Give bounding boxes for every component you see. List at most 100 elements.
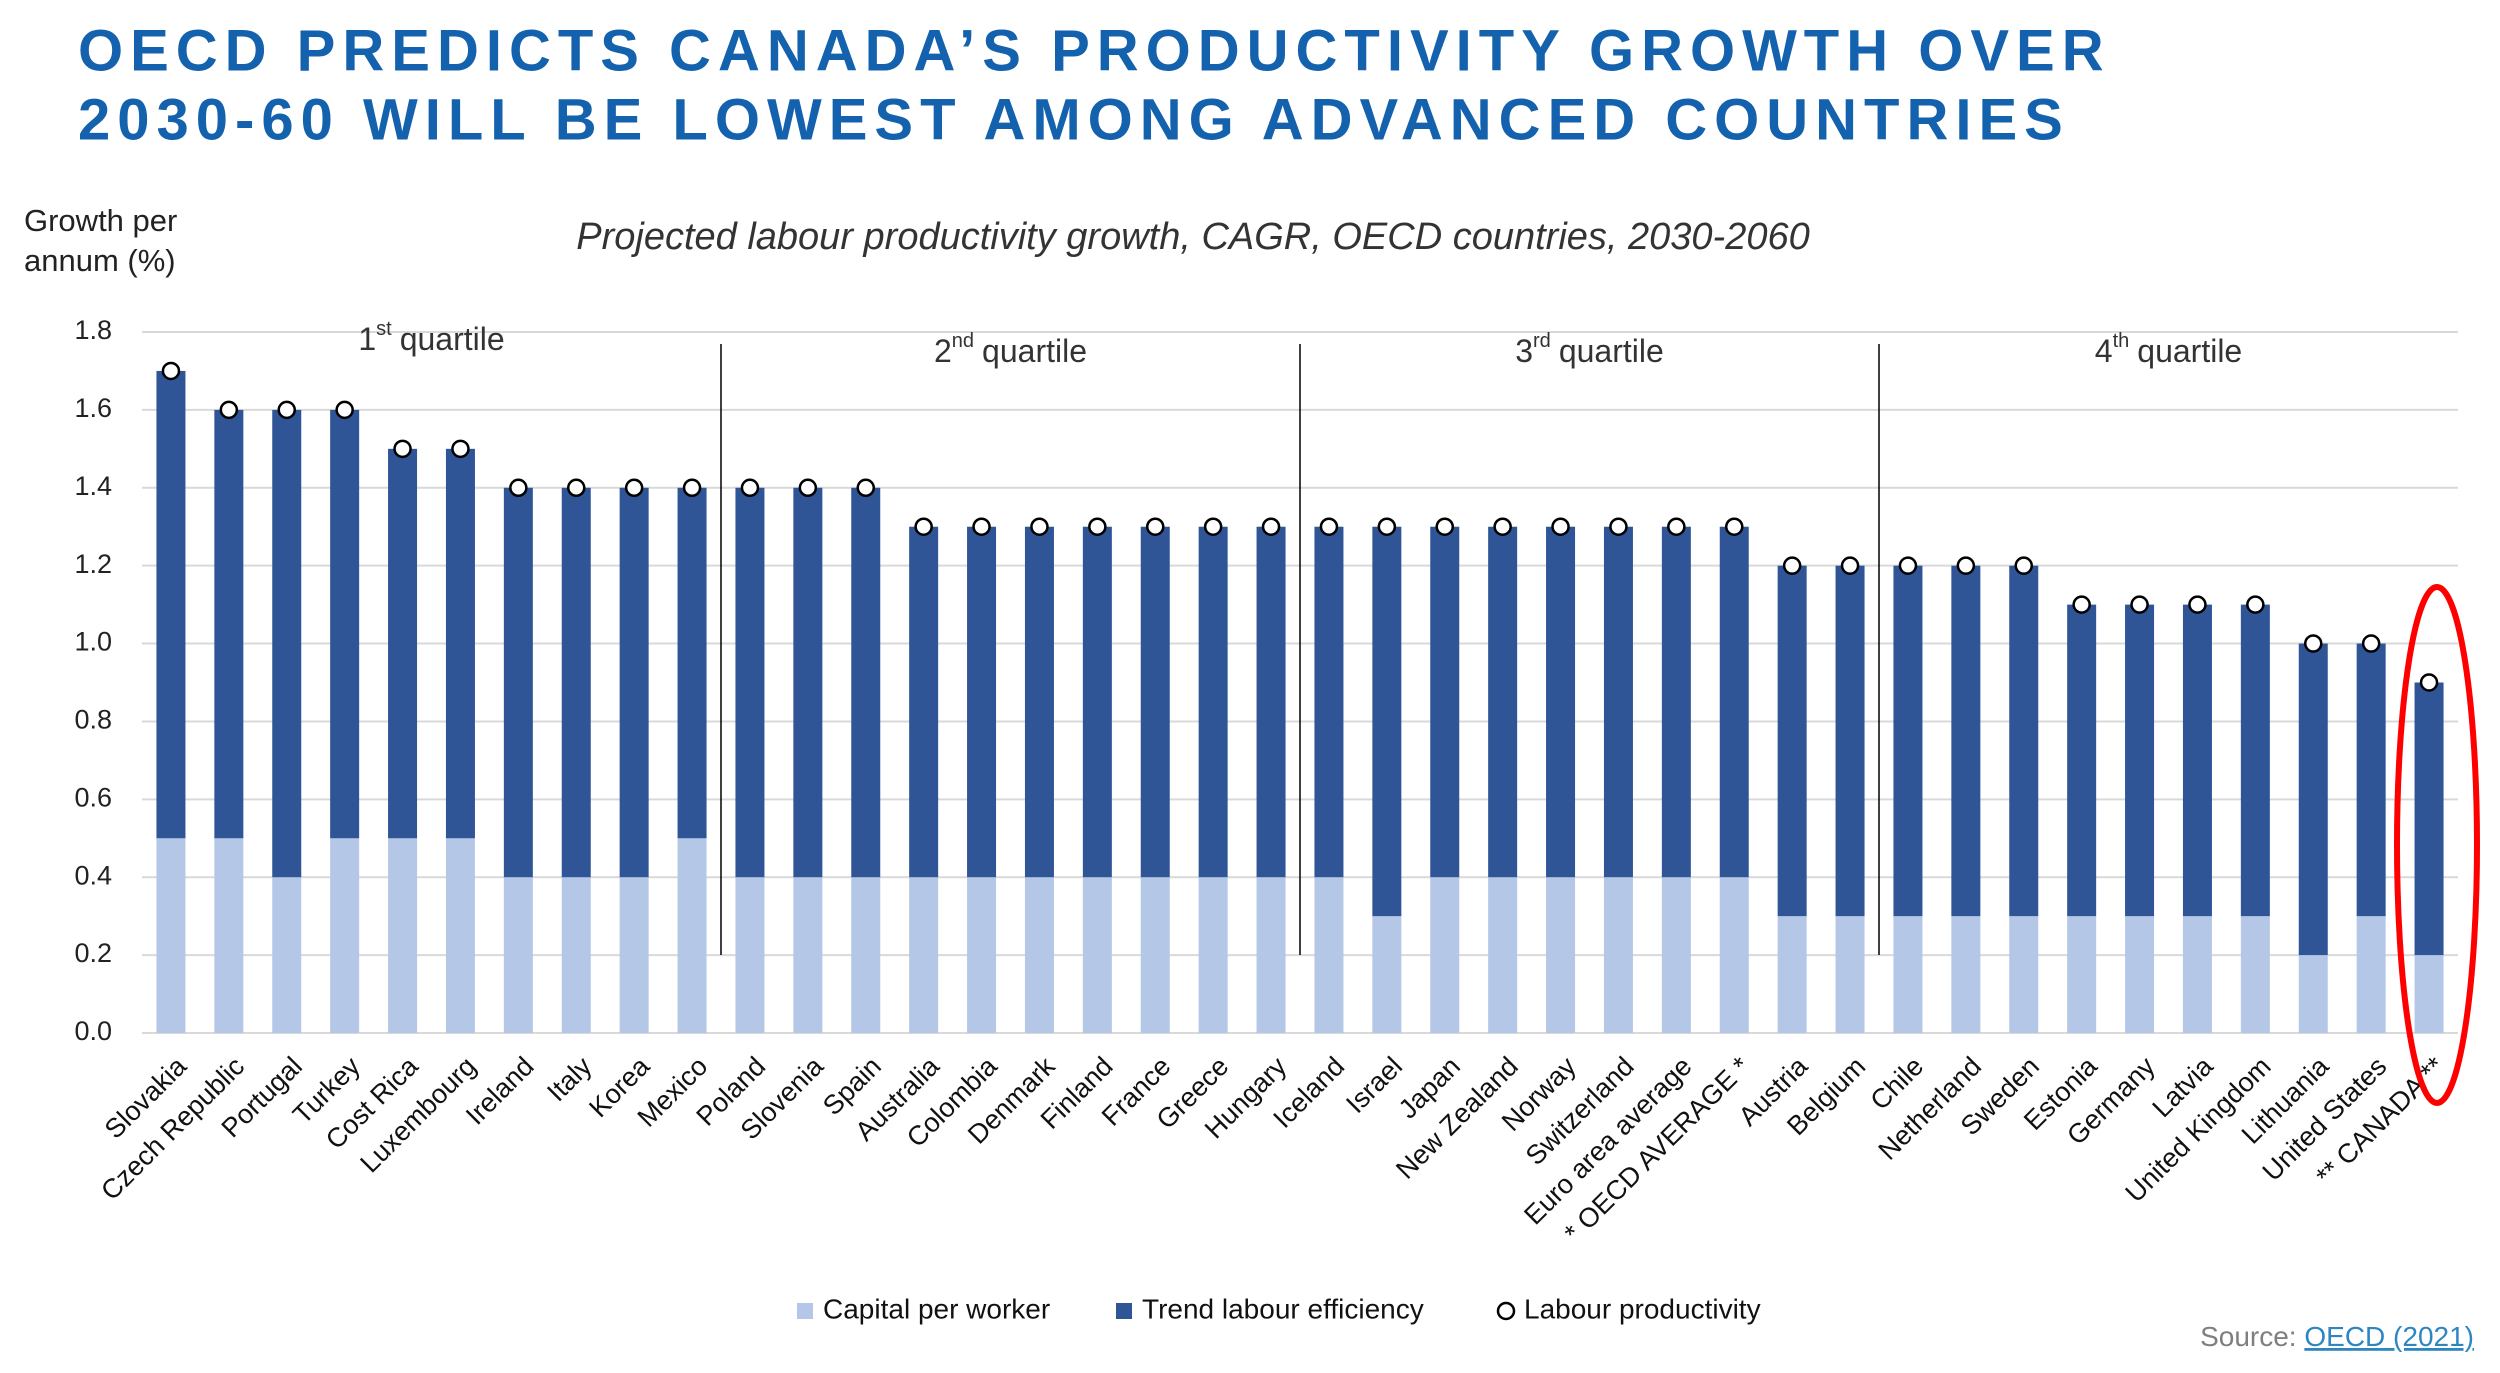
- bar: [1314, 877, 1344, 1033]
- marker: [2130, 595, 2149, 614]
- bar: [851, 877, 881, 1033]
- bar: [2182, 916, 2212, 1033]
- bar: [909, 877, 939, 1033]
- bar: [909, 526, 939, 878]
- bar: [1140, 526, 1170, 878]
- y-tick-label: 1.0: [74, 627, 112, 657]
- bar: [735, 487, 765, 878]
- legend-label: Trend labour efficiency: [1142, 1293, 1424, 1324]
- marker: [1493, 517, 1512, 536]
- bar: [2414, 955, 2444, 1033]
- marker: [1782, 556, 1802, 575]
- legend-label: Capital per worker: [823, 1293, 1050, 1324]
- bar: [1546, 526, 1576, 878]
- marker: [1840, 556, 1860, 575]
- marker: [2361, 634, 2381, 653]
- marker: [1898, 556, 1918, 575]
- bar: [1372, 916, 1402, 1033]
- bar: [1777, 565, 1807, 917]
- marker: [682, 478, 702, 498]
- bar: [2298, 643, 2328, 956]
- bar: [1372, 526, 1402, 917]
- quartile-number: 4: [2095, 333, 2113, 369]
- bar: [503, 487, 533, 878]
- marker: [1088, 517, 1107, 536]
- y-tick-label: 0.0: [74, 1016, 112, 1046]
- bar: [2298, 955, 2328, 1033]
- y-axis-title: annum (%): [24, 243, 176, 278]
- quartile-label: 3rd quartile: [1515, 330, 1664, 369]
- y-tick-label: 0.8: [74, 705, 112, 735]
- marker: [277, 400, 296, 420]
- y-tick-label: 1.8: [74, 315, 112, 345]
- marker: [2072, 595, 2091, 614]
- bar: [156, 838, 186, 1033]
- bar: [1835, 565, 1865, 917]
- marker: [1030, 517, 1049, 536]
- y-tick-label: 0.2: [74, 938, 112, 968]
- bar: [1256, 877, 1286, 1033]
- bar: [2356, 643, 2386, 917]
- y-axis-title: Growth per: [24, 203, 177, 238]
- marker: [161, 361, 181, 381]
- chart-title: OECD PREDICTS CANADA’S PRODUCTIVITY GROW…: [78, 18, 2111, 83]
- legend-swatch: [797, 1303, 813, 1319]
- chart-title: 2030-60 WILL BE LOWEST AMONG ADVANCED CO…: [78, 87, 2070, 152]
- source-link[interactable]: OECD (2021): [2304, 1321, 2474, 1352]
- marker: [335, 400, 354, 420]
- bar: [2009, 565, 2039, 917]
- bar: [445, 448, 475, 839]
- marker: [624, 478, 644, 498]
- marker: [1551, 517, 1570, 536]
- bar: [677, 487, 707, 839]
- bar: [330, 838, 360, 1033]
- marker: [567, 478, 586, 498]
- marker: [1146, 517, 1165, 536]
- quartile-suffix: nd: [952, 330, 974, 352]
- bar: [214, 409, 244, 839]
- bar: [1256, 526, 1286, 878]
- bar: [1893, 916, 1923, 1033]
- marker: [1203, 517, 1223, 536]
- bar: [967, 526, 997, 878]
- bar: [1719, 526, 1749, 878]
- quartile-label: 1st quartile: [358, 318, 504, 357]
- bar: [1951, 565, 1981, 917]
- marker: [972, 517, 991, 536]
- marker: [451, 439, 470, 459]
- marker: [740, 478, 760, 498]
- bar: [561, 877, 591, 1033]
- marker: [219, 400, 239, 420]
- bar: [2356, 916, 2386, 1033]
- source: Source: OECD (2021): [2200, 1321, 2474, 1352]
- bar: [1314, 526, 1344, 878]
- bar: [272, 409, 302, 878]
- source-text: Source: OECD (2021): [2200, 1321, 2474, 1352]
- bar: [1893, 565, 1923, 917]
- y-tick-label: 1.4: [74, 471, 112, 501]
- bar: [2125, 604, 2155, 917]
- quartile-word: quartile: [1559, 333, 1664, 369]
- marker: [2419, 673, 2439, 692]
- quartile-number: 1: [358, 321, 376, 357]
- bar: [1603, 877, 1633, 1033]
- bar: [1777, 916, 1807, 1033]
- bar: [1603, 526, 1633, 878]
- bar: [1082, 877, 1112, 1033]
- legend-marker: [1496, 1301, 1516, 1321]
- bar: [156, 370, 186, 839]
- marker: [1667, 517, 1686, 536]
- marker: [509, 478, 528, 498]
- bar: [851, 487, 881, 878]
- bar: [1430, 877, 1460, 1033]
- bar: [1835, 916, 1865, 1033]
- marker: [2246, 595, 2265, 614]
- bar: [2009, 916, 2039, 1033]
- bar: [735, 877, 765, 1033]
- quartile-word: quartile: [982, 333, 1087, 369]
- bar: [1951, 916, 1981, 1033]
- marker: [2304, 634, 2323, 653]
- marker: [393, 439, 412, 459]
- chart-subtitle: Projected labour productivity growth, CA…: [576, 216, 1809, 258]
